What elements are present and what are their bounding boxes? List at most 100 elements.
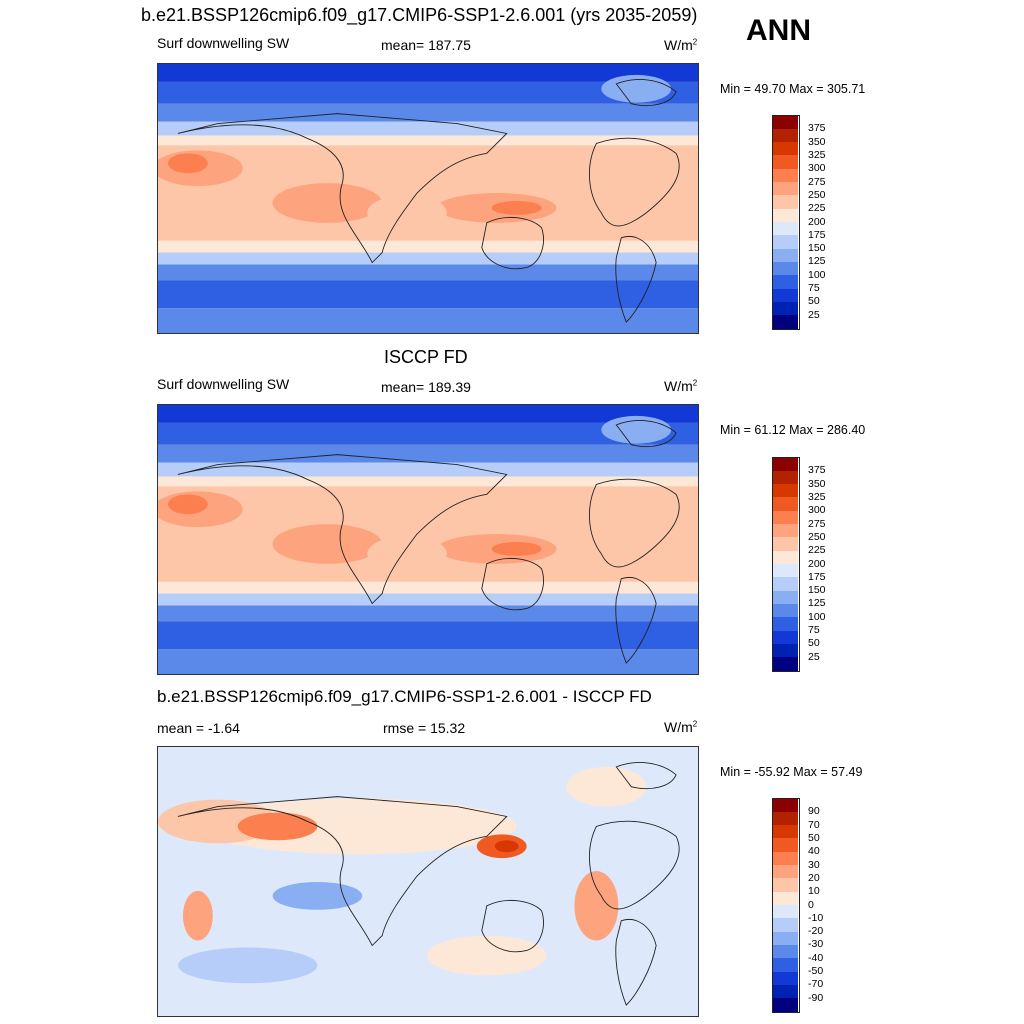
- model-map: [157, 63, 699, 334]
- panel-3-minmax: Min = -55.92 Max = 57.49: [720, 765, 863, 779]
- colorbar-3-segment: [772, 931, 798, 945]
- colorbar-3-segment: [772, 798, 798, 812]
- diff-map: [157, 746, 699, 1017]
- field-band: [158, 252, 698, 265]
- colorbar-3-tick-label: 70: [808, 818, 820, 831]
- colorbar-2-tick-label: 150: [808, 584, 826, 597]
- colorbar-3-segment: [772, 944, 798, 959]
- coastline: [177, 113, 508, 264]
- colorbar-2: 375 350 325 300 275 250 225 200 175 150 125 100 75 50…: [772, 457, 826, 672]
- colorbar-1: 375 350 325 300 275 250 225 200 175 150 125 100 75 50…: [772, 115, 826, 330]
- field-band: [158, 605, 698, 622]
- colorbar-2-tick-label: 125: [808, 597, 826, 610]
- coastline: [481, 899, 544, 953]
- coastline: [615, 79, 677, 107]
- panel-1-minmax: Min = 49.70 Max = 305.71: [720, 82, 866, 96]
- coastline: [588, 820, 680, 910]
- colorbar-3-tick-label: -40: [808, 951, 824, 964]
- field-blob: [601, 74, 672, 103]
- field-band: [158, 308, 698, 333]
- colorbar-2-segment: [772, 496, 798, 511]
- field-blob: [491, 541, 542, 556]
- field-band: [158, 593, 698, 606]
- colorbar-3-tick-label: 50: [808, 831, 820, 844]
- field-blob: [182, 890, 213, 941]
- colorbar-3-segment: [772, 811, 798, 826]
- field-band: [158, 621, 698, 650]
- field-band: [158, 581, 698, 594]
- field-blob: [494, 840, 519, 853]
- field-band: [158, 103, 698, 122]
- field-blob: [367, 195, 447, 231]
- coastline: [588, 478, 680, 568]
- colorbar-3-segment: [772, 851, 798, 866]
- colorbar-3-segment: [772, 904, 798, 919]
- colorbar-2-tick-label: 25: [808, 650, 820, 663]
- colorbar-2-tick-label: 225: [808, 544, 826, 557]
- colorbar-3-tick-label: 40: [808, 845, 820, 858]
- colorbar-3-segment: [772, 824, 798, 839]
- colorbar-2-segment: [772, 576, 798, 591]
- colorbar-3: 90 70 50 40 30 20 10 0 -10 -20 -30 -40 -50 -70 -90: [772, 798, 823, 1013]
- colorbar-3-segment: [772, 837, 798, 852]
- colorbar-2-tick-label: 325: [808, 490, 826, 503]
- colorbar-2-tick-label: 100: [808, 610, 826, 623]
- panel-1-units: W/m2: [664, 37, 698, 53]
- colorbar-3-segment: [772, 891, 798, 905]
- colorbar-3-segment: [772, 877, 798, 892]
- colorbar-2-tick-label: 50: [808, 637, 820, 650]
- colorbar-3-tick-label: -50: [808, 965, 824, 978]
- field-blob: [167, 494, 208, 515]
- colorbar-1-tick-label: 375: [808, 122, 826, 135]
- colorbar-2-tick-label: 250: [808, 530, 826, 543]
- panel-3-mean: mean = -1.64: [157, 720, 240, 736]
- panel-2-title: ISCCP FD: [384, 347, 468, 367]
- colorbar-1-segment: [772, 288, 798, 302]
- colorbar-2-tick-label: 200: [808, 557, 826, 570]
- colorbar-1-tick-label: 300: [808, 162, 826, 175]
- colorbar-2-segment: [772, 630, 798, 644]
- colorbar-3-tick-label: 0: [808, 898, 814, 911]
- colorbar-1-tick-label: 275: [808, 175, 826, 188]
- colorbar-3-segment: [772, 957, 798, 972]
- colorbar-3-box: [772, 798, 800, 1013]
- obs-map-svg: [158, 405, 698, 674]
- colorbar-2-segment: [772, 523, 798, 538]
- colorbar-2-segment: [772, 536, 798, 551]
- colorbar-3-tick-label: -20: [808, 925, 824, 938]
- coastline: [177, 796, 508, 947]
- colorbar-2-tick-label: 300: [808, 504, 826, 517]
- field-band: [158, 64, 698, 82]
- colorbar-1-segment: [772, 221, 798, 236]
- coastline: [177, 454, 508, 605]
- colorbar-2-segment: [772, 563, 798, 578]
- panel-3-rmse: rmse = 15.32: [383, 720, 466, 736]
- colorbar-1-segment: [772, 115, 798, 129]
- colorbar-3-segment: [772, 984, 798, 999]
- panel-2-units: W/m2: [664, 378, 698, 394]
- panel-2-mean: mean= 189.39: [381, 379, 471, 395]
- colorbar-3-tick-label: 30: [808, 858, 820, 871]
- colorbar-1-segment: [772, 248, 798, 262]
- field-band: [158, 240, 698, 253]
- field-band: [158, 121, 698, 136]
- colorbar-1-segment: [772, 301, 798, 316]
- field-blob: [272, 524, 383, 564]
- colorbar-3-segment: [772, 917, 798, 932]
- coastline: [615, 762, 677, 790]
- season-label: ANN: [746, 14, 811, 47]
- colorbar-1-tick-label: 50: [808, 295, 820, 308]
- field-blob: [177, 947, 318, 984]
- panel-2-variable: Surf downwelling SW: [157, 376, 290, 392]
- colorbar-1-tick-label: 350: [808, 135, 826, 148]
- colorbar-1-segment: [772, 261, 798, 276]
- colorbar-1-segment: [772, 128, 798, 143]
- panel-2-minmax: Min = 61.12 Max = 286.40: [720, 423, 866, 437]
- colorbar-1-segment: [772, 141, 798, 156]
- diff-map-svg: [158, 747, 698, 1016]
- field-band: [158, 462, 698, 477]
- colorbar-1-segment: [772, 314, 798, 329]
- colorbar-2-tick-label: 175: [808, 570, 826, 583]
- colorbar-1-segment: [772, 168, 798, 183]
- field-blob: [272, 881, 363, 910]
